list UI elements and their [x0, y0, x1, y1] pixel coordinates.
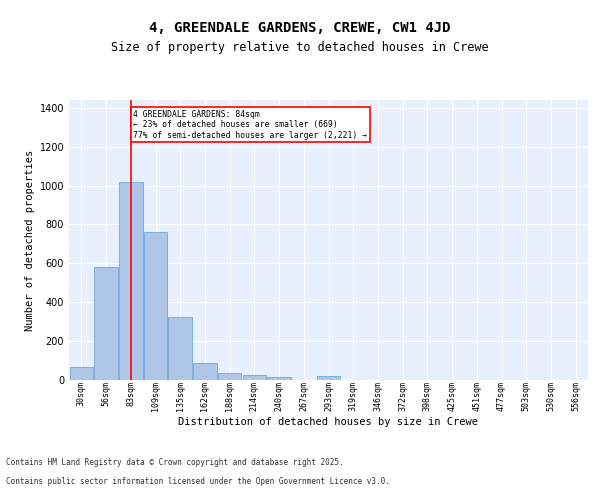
Text: Size of property relative to detached houses in Crewe: Size of property relative to detached ho…	[111, 41, 489, 54]
Bar	[94, 267, 118, 380]
Bar	[242, 375, 266, 380]
Text: 4 GREENDALE GARDENS: 84sqm
← 23% of detached houses are smaller (669)
77% of sem: 4 GREENDALE GARDENS: 84sqm ← 23% of deta…	[133, 110, 367, 140]
Y-axis label: Number of detached properties: Number of detached properties	[25, 150, 35, 330]
Text: Contains HM Land Registry data © Crown copyright and database right 2025.: Contains HM Land Registry data © Crown c…	[6, 458, 344, 467]
Bar	[193, 362, 217, 380]
Bar	[119, 182, 143, 380]
Bar	[317, 376, 340, 380]
Bar	[218, 372, 241, 380]
Bar	[268, 377, 291, 380]
Bar	[169, 317, 192, 380]
X-axis label: Distribution of detached houses by size in Crewe: Distribution of detached houses by size …	[179, 417, 479, 427]
Bar	[70, 368, 93, 380]
Text: 4, GREENDALE GARDENS, CREWE, CW1 4JD: 4, GREENDALE GARDENS, CREWE, CW1 4JD	[149, 20, 451, 34]
Text: Contains public sector information licensed under the Open Government Licence v3: Contains public sector information licen…	[6, 476, 390, 486]
Bar	[144, 232, 167, 380]
